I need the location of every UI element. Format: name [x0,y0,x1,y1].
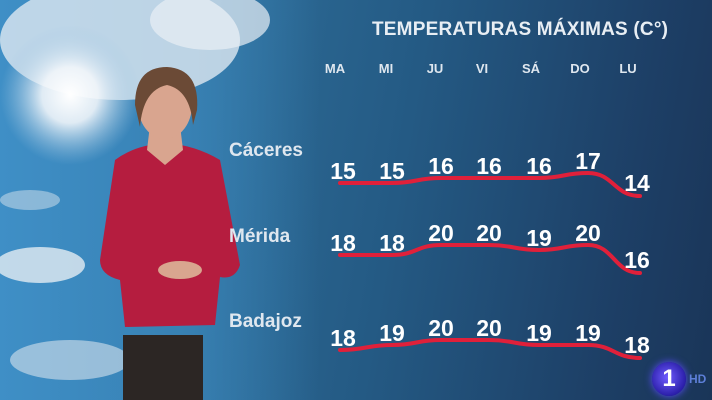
city-label: Badajoz [229,311,302,332]
channel-logo: 1 [652,362,686,396]
temperature-value: 15 [379,158,405,184]
temperature-value: 20 [428,315,454,341]
temperature-value: 20 [476,315,502,341]
temperature-value: 16 [526,153,552,179]
day-label-1: MI [378,61,394,76]
temperature-value: 14 [624,170,650,196]
temperature-value: 17 [575,148,601,174]
day-label-4: SÁ [521,61,541,76]
temperature-value: 19 [526,320,552,346]
temperature-value: 19 [575,320,601,346]
temperature-value: 16 [428,153,454,179]
city-label: Mérida [229,226,291,247]
temperature-value: 18 [330,325,356,351]
temperature-value: 20 [575,220,601,246]
temperature-value: 15 [330,158,356,184]
temperature-value: 18 [330,230,356,256]
temperature-value: 18 [624,332,650,358]
day-label-2: JU [426,61,444,76]
temperature-value: 20 [428,220,454,246]
temperature-value: 18 [379,230,405,256]
temperature-value: 16 [624,247,650,273]
temperature-line [338,170,642,198]
day-label-3: VI [475,61,489,76]
temperature-line [338,242,642,275]
temperature-value: 20 [476,220,502,246]
temperature-value: 16 [476,153,502,179]
temperature-value: 19 [526,225,552,251]
day-label-5: DO [570,61,590,76]
temperature-line [338,338,642,360]
hd-badge: HD [689,372,707,386]
city-label: Cáceres [229,140,303,161]
day-label-0: MA [324,61,346,76]
temperature-value: 19 [379,320,405,346]
presenter [100,67,240,400]
day-label-6: LU [619,61,637,76]
chart-title: TEMPERATURAS MÁXIMAS (C°) [372,19,669,40]
